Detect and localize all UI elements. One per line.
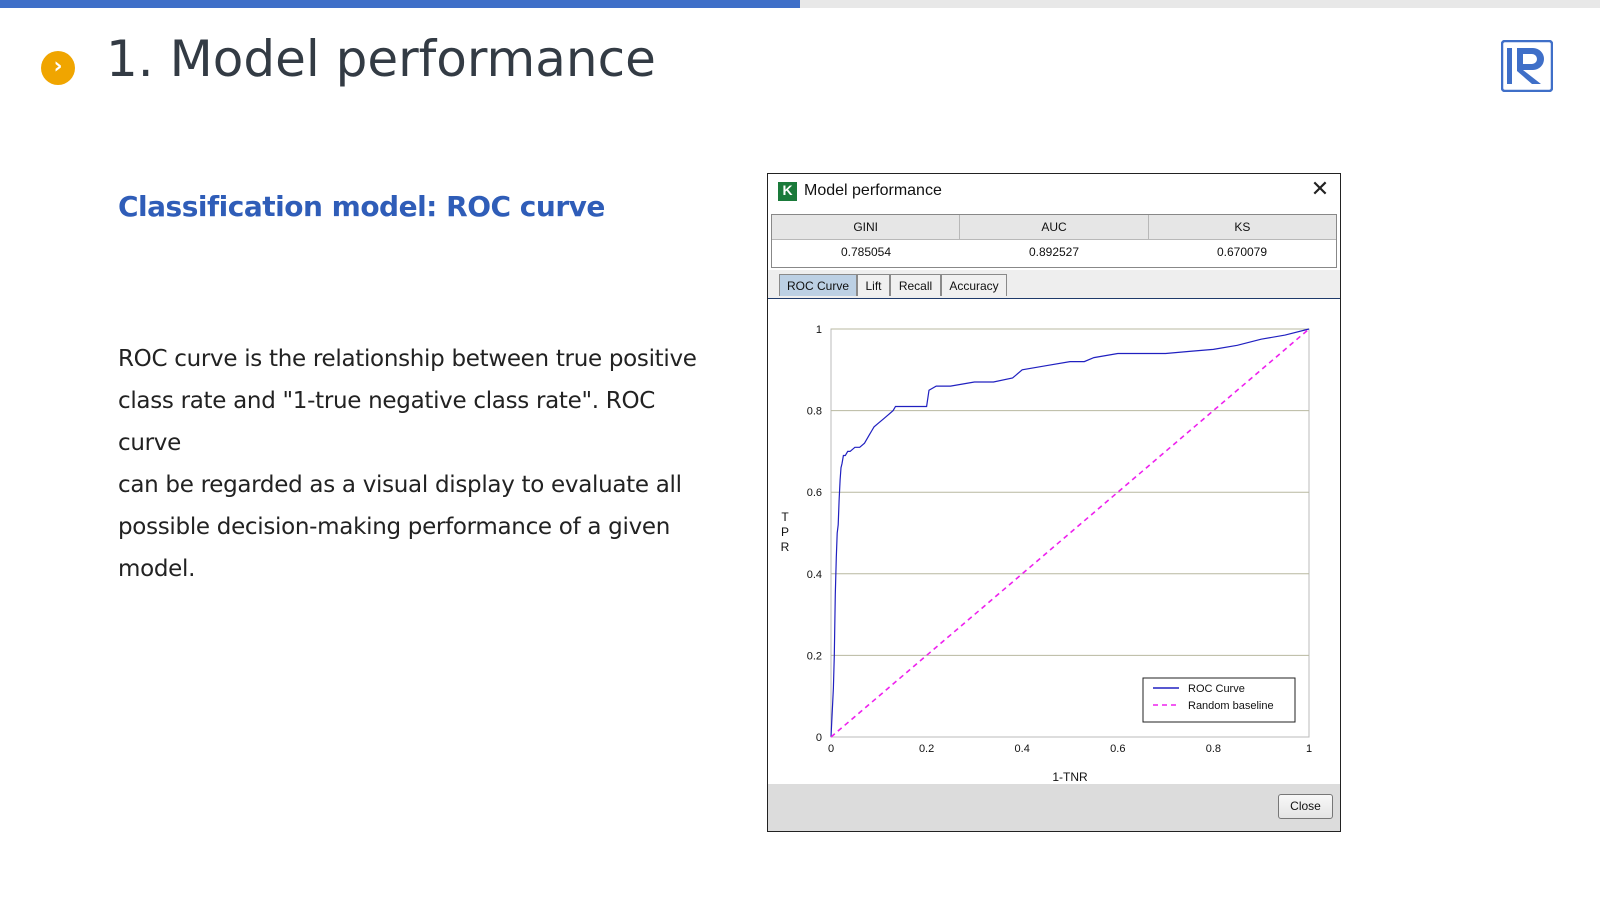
x-axis-title: 1-TNR <box>1052 770 1088 783</box>
metric-value-gini: 0.785054 <box>772 240 960 265</box>
close-icon[interactable]: ✕ <box>1310 177 1330 202</box>
app-icon: K <box>778 182 797 201</box>
y-tick-label: 0.2 <box>807 650 822 662</box>
close-button-label: Close <box>1290 799 1321 813</box>
random-baseline-line <box>830 328 1310 738</box>
roc-curve-line <box>830 328 1310 738</box>
body-paragraph: ROC curve is the relationship between tr… <box>118 338 718 590</box>
tab-recall[interactable]: Recall <box>890 274 941 296</box>
y-axis-title: P <box>781 525 789 539</box>
body-line: ROC curve is the relationship between tr… <box>118 346 697 372</box>
metrics-header-row: GINI AUC KS <box>772 215 1336 240</box>
y-tick-label: 1 <box>816 324 822 336</box>
x-tick-label: 0.8 <box>1206 743 1221 755</box>
legend-label: Random baseline <box>1188 700 1274 712</box>
dialog-titlebar[interactable]: K Model performance ✕ <box>768 174 1340 210</box>
tab-accuracy[interactable]: Accuracy <box>941 274 1007 296</box>
slide-progress-fill <box>0 0 800 8</box>
tab-roc-curve[interactable]: ROC Curve <box>779 274 857 296</box>
x-tick-label: 0.6 <box>1110 743 1125 755</box>
y-tick-label: 0.4 <box>807 569 822 581</box>
chevron-right-icon: › <box>41 51 75 85</box>
metric-value-auc: 0.892527 <box>960 240 1148 265</box>
y-tick-label: 0 <box>816 732 822 744</box>
page-title: 1. Model performance <box>106 30 656 88</box>
roc-chart-panel: 0 0.2 0.4 0.6 0.8 1 0 0.2 0.4 0.6 0.8 1 1-TNR T P R ROC … <box>768 299 1340 783</box>
dialog-title: Model performance <box>804 182 942 199</box>
metric-value-ks: 0.670079 <box>1148 240 1336 265</box>
roc-chart: 0 0.2 0.4 0.6 0.8 1 0 0.2 0.4 0.6 0.8 1 1-TNR TPR ROC … <box>781 324 1312 783</box>
x-tick-label: 0.2 <box>919 743 934 755</box>
tab-strip: ROC Curve Lift Recall Accuracy <box>768 270 1340 300</box>
body-line: model. <box>118 556 196 582</box>
y-tick-label: 0.6 <box>807 487 822 499</box>
x-tick-label: 1 <box>1306 743 1312 755</box>
body-line: can be regarded as a visual display to e… <box>118 472 682 498</box>
y-axis-title: R <box>781 540 790 554</box>
body-line: class rate and "1-true negative class ra… <box>118 388 656 456</box>
legend-label: ROC Curve <box>1188 683 1245 695</box>
legend-box <box>1142 677 1296 723</box>
r-logo-icon <box>1501 40 1553 92</box>
section-subtitle: Classification model: ROC curve <box>118 190 605 223</box>
metrics-table: GINI AUC KS 0.785054 0.892527 0.670079 <box>771 214 1337 268</box>
y-tick-label: 0.8 <box>807 406 822 418</box>
slide-progress-track <box>0 0 1600 8</box>
x-tick-label: 0 <box>828 743 834 755</box>
model-performance-dialog: K Model performance ✕ GINI AUC KS 0.7850… <box>767 173 1341 832</box>
dialog-footer: Close <box>768 784 1340 831</box>
tab-lift[interactable]: Lift <box>857 274 890 296</box>
metric-header-gini: GINI <box>772 215 961 240</box>
x-tick-label: 0.4 <box>1015 743 1030 755</box>
y-axis-title: T <box>781 510 789 524</box>
metric-header-auc: AUC <box>960 215 1149 240</box>
body-line: possible decision-making performance of … <box>118 514 671 540</box>
metrics-value-row: 0.785054 0.892527 0.670079 <box>772 240 1336 265</box>
metric-header-ks: KS <box>1148 215 1336 240</box>
close-button[interactable]: Close <box>1278 794 1333 819</box>
